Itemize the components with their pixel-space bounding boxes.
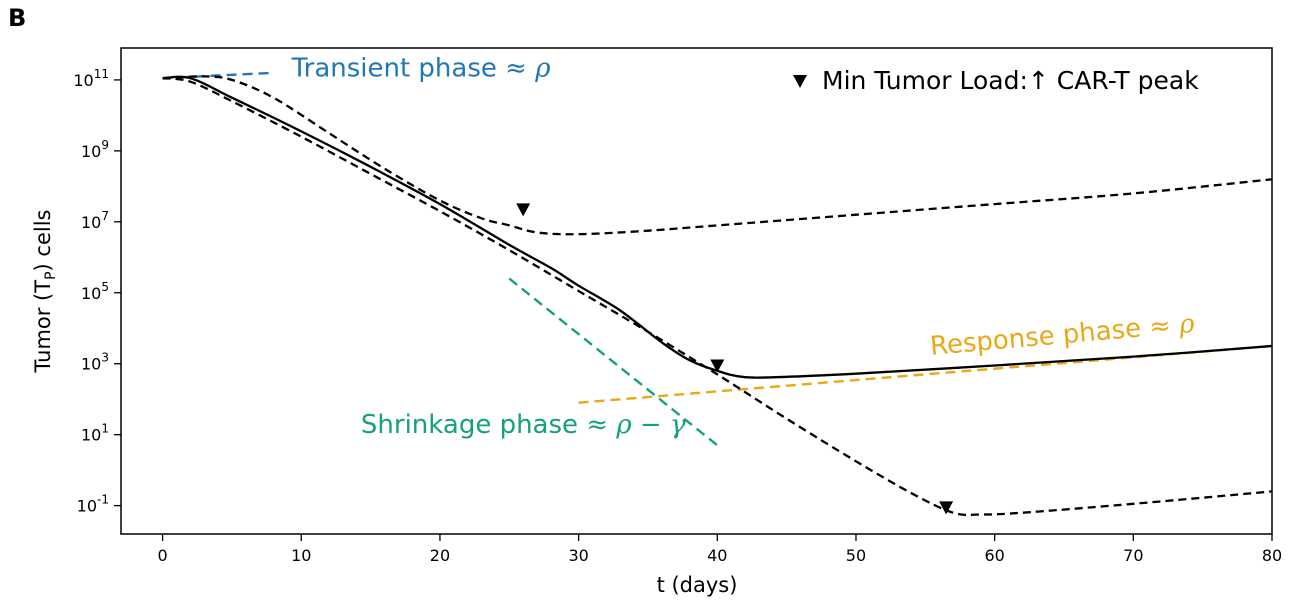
y-tick-label: 1011 (73, 67, 109, 90)
x-tick-label: 20 (430, 546, 450, 565)
x-tick-label: 50 (846, 546, 866, 565)
min-tumor-marker (516, 203, 531, 217)
min-tumor-markers (516, 203, 954, 515)
y-axis-label: Tumor (TP) cells (31, 210, 59, 374)
series-line-2 (162, 75, 1273, 236)
x-tick-label: 30 (568, 546, 588, 565)
x-tick-label: 40 (707, 546, 727, 565)
x-tick-label: 80 (1262, 546, 1282, 565)
legend: Min Tumor Load:↑ CAR-T peak (793, 66, 1199, 95)
plot-frame (120, 47, 1273, 535)
legend-marker (793, 75, 807, 88)
x-axis-ticks: 0 10 20 30 40 50 60 70 80 (158, 534, 1282, 565)
x-axis-label: t (days) (657, 573, 738, 597)
legend-label: Min Tumor Load:↑ CAR-T peak (822, 66, 1199, 95)
phase-annotations: Transient phase ≈ ρ Shrinkage phase ≈ ρ −… (291, 53, 1197, 440)
x-tick-label: 0 (158, 546, 168, 565)
fit-lines (162, 71, 1273, 447)
x-tick-label: 10 (291, 546, 311, 565)
y-tick-label: 10-1 (77, 493, 109, 516)
series-lines (162, 75, 1273, 517)
series-line-1 (162, 75, 1273, 379)
fit-line-shrinkage (508, 277, 719, 447)
y-tick-label: 103 (81, 351, 109, 374)
x-tick-label: 60 (984, 546, 1004, 565)
panel-label: B (8, 4, 26, 32)
annotation-shrinkage: Shrinkage phase ≈ ρ − γ (361, 410, 686, 440)
y-tick-label: 109 (81, 138, 109, 161)
x-tick-label: 70 (1123, 546, 1143, 565)
y-tick-label: 107 (81, 209, 109, 232)
series-line-3 (162, 77, 1273, 517)
annotation-transient: Transient phase ≈ ρ (291, 53, 552, 83)
y-axis-ticks: 10-1 101 103 105 107 109 1011 (73, 67, 121, 516)
y-tick-label: 101 (81, 422, 109, 445)
min-tumor-marker (710, 359, 725, 373)
min-tumor-marker (939, 501, 954, 515)
y-tick-label: 105 (81, 280, 109, 303)
